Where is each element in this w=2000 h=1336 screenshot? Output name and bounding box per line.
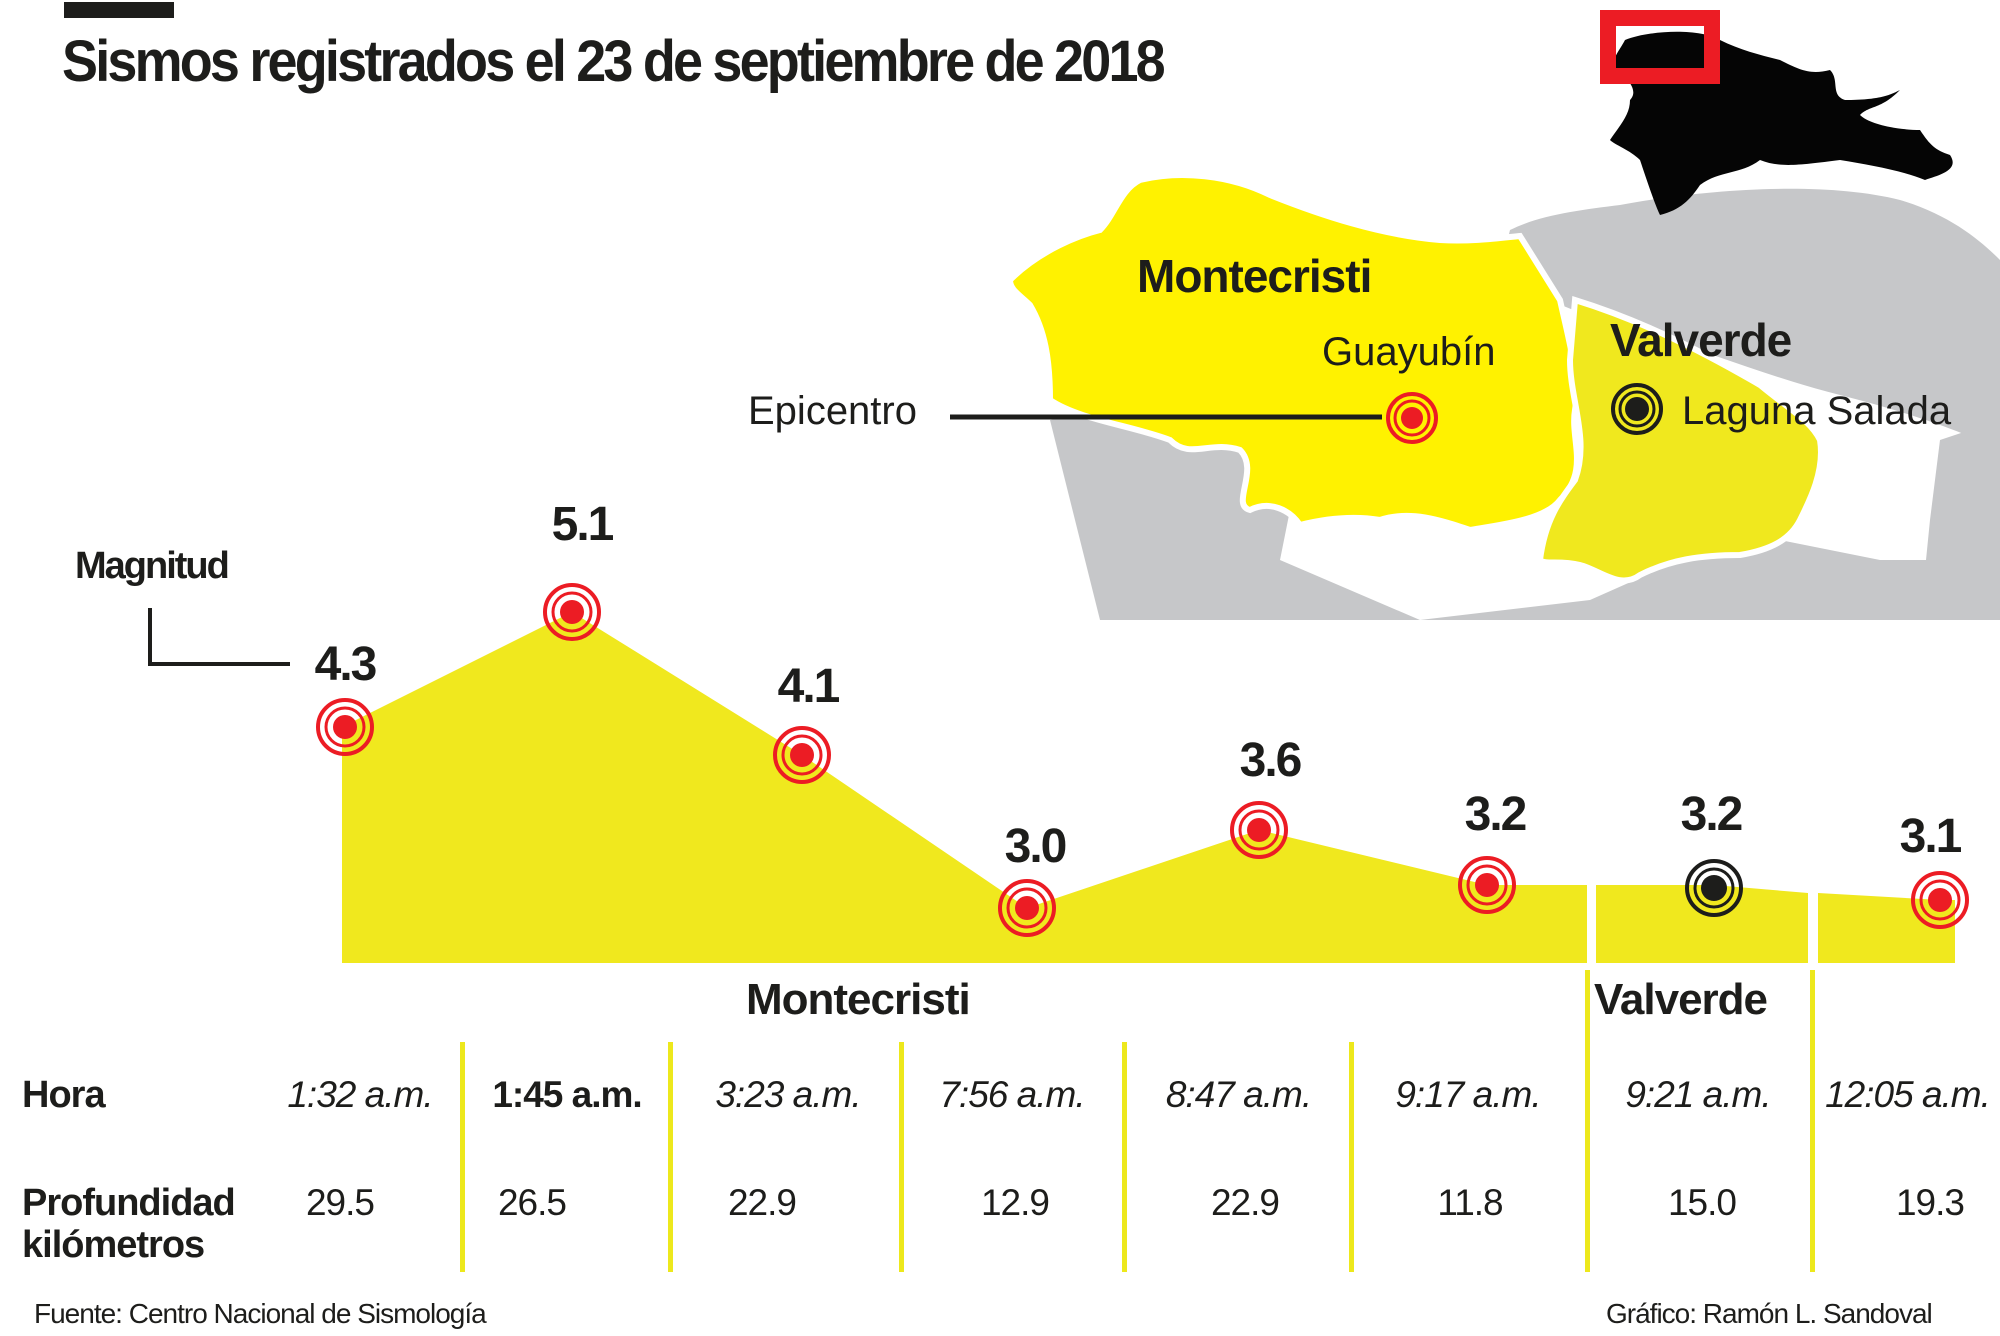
hora-cell: 8:47 a.m.	[1165, 1074, 1312, 1115]
group-label-montecristi: Montecristi	[746, 975, 971, 1024]
magnitude-value: 3.1	[1900, 810, 1962, 863]
column-divider-valverde-left	[1585, 970, 1590, 1272]
profundidad-cell: 15.0	[1667, 1182, 1737, 1223]
magnitude-value: 3.0	[1005, 820, 1066, 873]
magnitud-leader-line	[148, 608, 290, 666]
hora-cell: 3:23 a.m.	[715, 1074, 861, 1115]
title-accent-bar	[64, 2, 174, 18]
group-label-valverde: Valverde	[1594, 975, 1768, 1024]
magnitude-value: 5.1	[552, 498, 614, 551]
map-region-valverde	[1536, 296, 1824, 584]
marker-icon	[316, 698, 374, 756]
magnitude-value: 3.6	[1240, 734, 1301, 787]
row-label-profundidad: Profundidad kilómetros	[22, 1182, 236, 1266]
laguna-salada-marker-icon	[1611, 383, 1663, 435]
profundidad-cell: 19.3	[1895, 1182, 1965, 1223]
column-divider	[668, 1042, 673, 1272]
map-region-montecristi	[1006, 172, 1580, 534]
map-label-montecristi: Montecristi	[1137, 250, 1371, 302]
area-segment-montecristi	[342, 612, 1587, 963]
chart-title: Sismos registrados el 23 de septiembre d…	[62, 29, 1166, 94]
area-segment-valverde	[1596, 885, 1808, 963]
epicenter-marker-icon	[1386, 392, 1438, 444]
magnitude-value: 3.2	[1465, 788, 1526, 841]
hora-cell: 9:21 a.m.	[1625, 1074, 1771, 1115]
marker-icon	[998, 879, 1056, 937]
column-divider	[899, 1042, 904, 1272]
profundidad-cell: 26.5	[497, 1182, 567, 1223]
column-divider	[1122, 1042, 1127, 1272]
marker-icon-valverde	[1685, 859, 1743, 917]
magnitude-area-chart	[342, 612, 1955, 963]
map-label-valverde: Valverde	[1610, 314, 1792, 366]
map-label-epicentro: Epicentro	[748, 389, 917, 433]
magnitude-value: 3.2	[1681, 788, 1742, 841]
hora-cell-highlight: 1:45 a.m.	[492, 1074, 642, 1115]
row-label-profundidad-line1: Profundidad	[22, 1182, 236, 1224]
marker-icon	[543, 583, 601, 641]
inset-country-map	[1610, 31, 1953, 215]
profundidad-cell: 22.9	[727, 1182, 797, 1223]
row-label-hora: Hora	[22, 1074, 106, 1116]
credit-note: Gráfico: Ramón L. Sandoval	[1606, 1298, 1933, 1329]
map-label-laguna-salada: Laguna Salada	[1682, 389, 1952, 433]
area-segment-last	[1818, 893, 1955, 963]
hora-cell: 9:17 a.m.	[1395, 1074, 1541, 1115]
magnitude-value: 4.1	[778, 660, 840, 713]
marker-icon	[1911, 871, 1969, 929]
profundidad-cell: 11.8	[1437, 1182, 1503, 1223]
marker-icon	[773, 726, 831, 784]
hora-cell: 7:56 a.m.	[939, 1074, 1085, 1115]
y-axis-label-magnitud: Magnitud	[75, 545, 228, 587]
hora-cell: 12:05 a.m.	[1825, 1074, 1991, 1115]
column-divider-valverde-right	[1810, 970, 1815, 1272]
profundidad-cell: 29.5	[305, 1182, 375, 1223]
marker-icon	[1230, 801, 1288, 859]
source-note: Fuente: Centro Nacional de Sismología	[34, 1298, 487, 1329]
column-divider	[1349, 1042, 1354, 1272]
row-label-profundidad-line2: kilómetros	[22, 1224, 205, 1266]
column-divider	[460, 1042, 465, 1272]
hora-cell: 1:32 a.m.	[287, 1074, 433, 1115]
profundidad-cell: 12.9	[980, 1182, 1050, 1223]
magnitude-value: 4.3	[315, 638, 376, 691]
inset-location-highlight	[1600, 10, 1720, 84]
map-label-guayubin: Guayubín	[1322, 330, 1495, 374]
profundidad-cell: 22.9	[1210, 1182, 1280, 1223]
marker-icon	[1458, 856, 1516, 914]
